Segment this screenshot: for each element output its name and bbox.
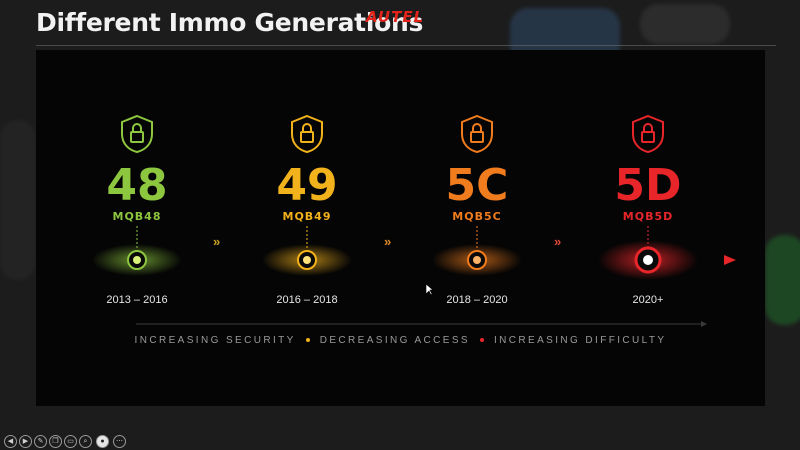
bullet-icon (305, 338, 310, 342)
generation-years: 2020+ (632, 294, 664, 306)
generation-code-49: 49 (276, 160, 338, 211)
page-title: Different Immo Generations (36, 8, 424, 37)
chevron-right-icon: » (554, 234, 561, 249)
generation-platform-label: MQB49 (282, 210, 332, 223)
generation-platform-label: MQB5D (622, 210, 674, 223)
shield-lock-icon (632, 114, 664, 154)
timeline-graphic (36, 226, 736, 327)
timeline-node-core (303, 256, 311, 264)
shield-lock-icon (291, 114, 323, 154)
tagline: INCREASING SECURITY DECREASING ACCESS INCR… (36, 335, 765, 346)
slide-panel: 48 49 5C 5D MQB48 MQB49 MQB5C MQB5D » » … (36, 50, 765, 406)
timeline-arrowhead (724, 255, 736, 265)
mouse-cursor-icon (426, 284, 434, 296)
bullet-icon (480, 338, 484, 342)
background-shape (765, 235, 800, 325)
next-icon[interactable]: ▶ (19, 435, 32, 448)
generation-years: 2018 – 2020 (446, 294, 508, 306)
record-icon[interactable]: ● (96, 435, 109, 448)
background-shape (640, 4, 730, 44)
background-shape (0, 120, 36, 280)
title-divider (36, 45, 776, 46)
chevron-right-icon: » (384, 234, 391, 249)
generation-code-48: 48 (106, 160, 168, 211)
chevron-right-icon: » (213, 234, 220, 249)
timeline-node-core (133, 256, 141, 264)
tagline-security: INCREASING SECURITY (134, 335, 296, 346)
tagline-access: DECREASING ACCESS (319, 335, 470, 346)
more-icon[interactable]: ⋯ (113, 435, 126, 448)
brand-logo: AUTEL (366, 8, 425, 26)
timeline-node-core (473, 256, 481, 264)
shield-lock-icon (121, 114, 153, 154)
prev-icon[interactable]: ◀ (4, 435, 17, 448)
screen-icon[interactable]: ▭ (64, 435, 77, 448)
search-icon[interactable]: ⌕ (79, 435, 92, 448)
pen-icon[interactable]: ✎ (34, 435, 47, 448)
copy-icon[interactable]: ❐ (49, 435, 62, 448)
progress-rule-arrow (701, 321, 707, 327)
generation-platform-label: MQB48 (112, 210, 162, 223)
timeline-node-core (643, 255, 653, 265)
generation-code-5d: 5D (614, 160, 682, 211)
generation-platform-label: MQB5C (452, 210, 502, 223)
shield-lock-icon (461, 114, 493, 154)
generation-years: 2016 – 2018 (276, 294, 338, 306)
generation-code-5c: 5C (445, 160, 509, 211)
tagline-difficulty: INCREASING DIFFICULTY (494, 335, 667, 346)
generation-years: 2013 – 2016 (106, 294, 168, 306)
